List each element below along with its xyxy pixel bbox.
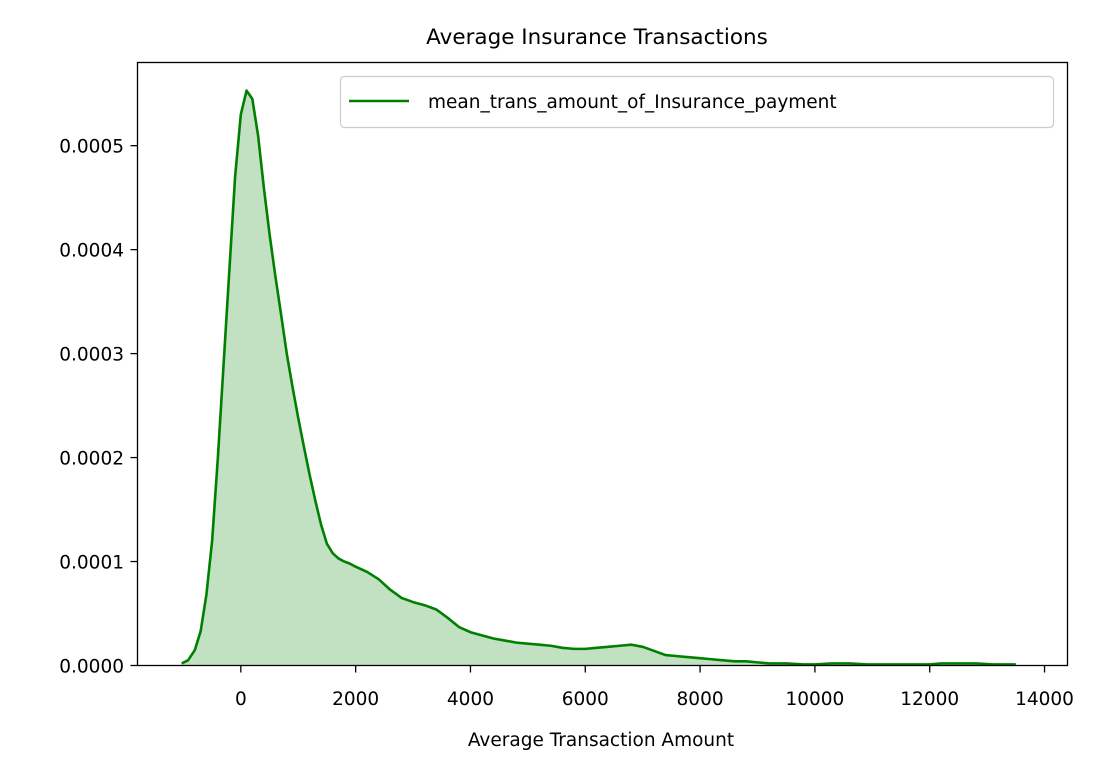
chart-title: Average Insurance Transactions: [426, 25, 768, 50]
series-line-0: [181, 89, 1016, 666]
x-tick-label: 8000: [677, 689, 724, 710]
x-tick-label: 0: [235, 689, 247, 710]
x-tick-label: 2000: [332, 689, 379, 710]
plot-frame: [136, 61, 1069, 667]
legend-box: [339, 75, 1055, 129]
y-tick-label: 0.0001: [59, 553, 124, 574]
x-tick-label: 6000: [562, 689, 609, 710]
x-tick-label: 4000: [447, 689, 494, 710]
series-area-0: [181, 90, 1016, 666]
legend: mean_trans_amount_of_Insurance_payment: [339, 75, 1055, 129]
x-tick-label: 10000: [785, 689, 844, 710]
y-tick-label: 0.0005: [59, 137, 124, 158]
x-tick-label: 12000: [900, 689, 959, 710]
legend-entry: mean_trans_amount_of_Insurance_payment: [428, 92, 837, 113]
y-tick-label: 0.0003: [59, 345, 124, 366]
x-axis-label: Average Transaction Amount: [468, 730, 734, 751]
x-tick-label: 14000: [1015, 689, 1074, 710]
y-tick-label: 0.0004: [59, 241, 124, 262]
y-tick-label: 0.0002: [59, 449, 124, 470]
y-tick-label: 0.0000: [59, 657, 124, 678]
